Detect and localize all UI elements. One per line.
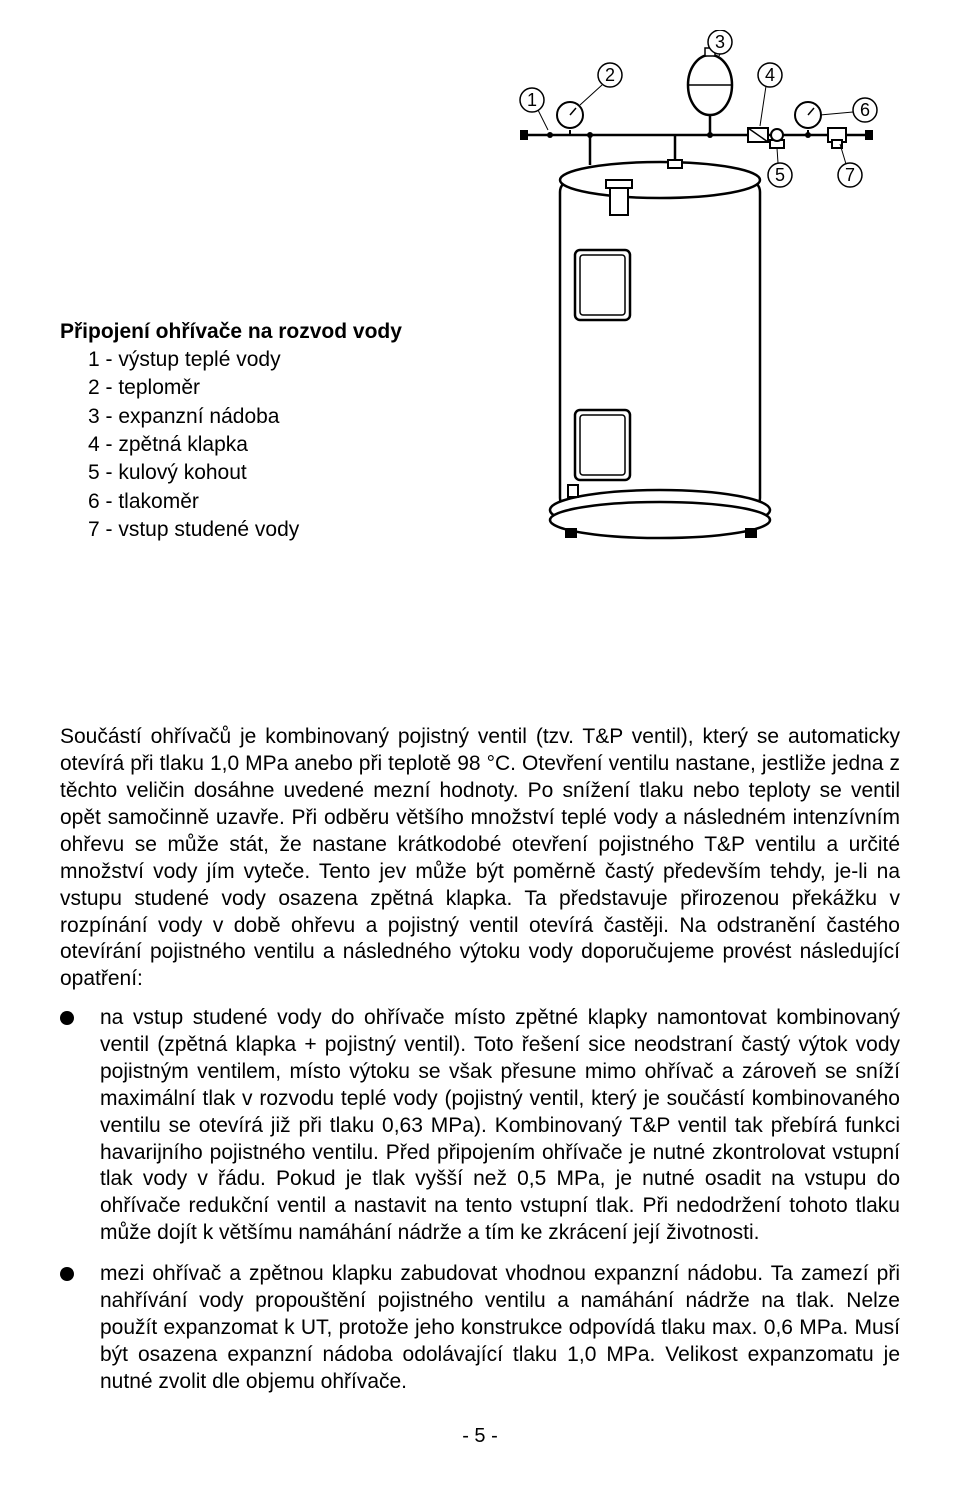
legend-item: 1 - výstup teplé vody [60, 346, 460, 374]
callout-1: 1 [527, 90, 537, 110]
legend-block: Připojení ohřívače na rozvod vody 1 - vý… [60, 320, 460, 544]
legend-item: 4 - zpětná klapka [60, 431, 460, 459]
callout-3: 3 [715, 32, 725, 52]
bullet-list: na vstup studené vody do ohřívače místo … [60, 1005, 900, 1395]
callout-4: 4 [765, 65, 775, 85]
page-number: - 5 - [60, 1425, 900, 1448]
legend-item: 7 - vstup studené vody [60, 516, 460, 544]
callout-6: 6 [860, 100, 870, 120]
callout-2: 2 [605, 65, 615, 85]
bullet-item: na vstup studené vody do ohřívače místo … [60, 1005, 900, 1247]
bullet-item: mezi ohřívač a zpětnou klapku zabudovat … [60, 1261, 900, 1395]
legend-item: 5 - kulový kohout [60, 459, 460, 487]
callout-7: 7 [845, 165, 855, 185]
legend-item: 3 - expanzní nádoba [60, 403, 460, 431]
legend-title: Připojení ohřívače na rozvod vody [60, 320, 460, 344]
heater-diagram: 1 2 3 4 5 6 7 [470, 30, 900, 550]
main-paragraph: Součástí ohřívačů je kombinovaný pojistn… [60, 724, 900, 993]
legend-item: 6 - tlakoměr [60, 488, 460, 516]
callout-5: 5 [775, 165, 785, 185]
legend-item: 2 - teploměr [60, 374, 460, 402]
